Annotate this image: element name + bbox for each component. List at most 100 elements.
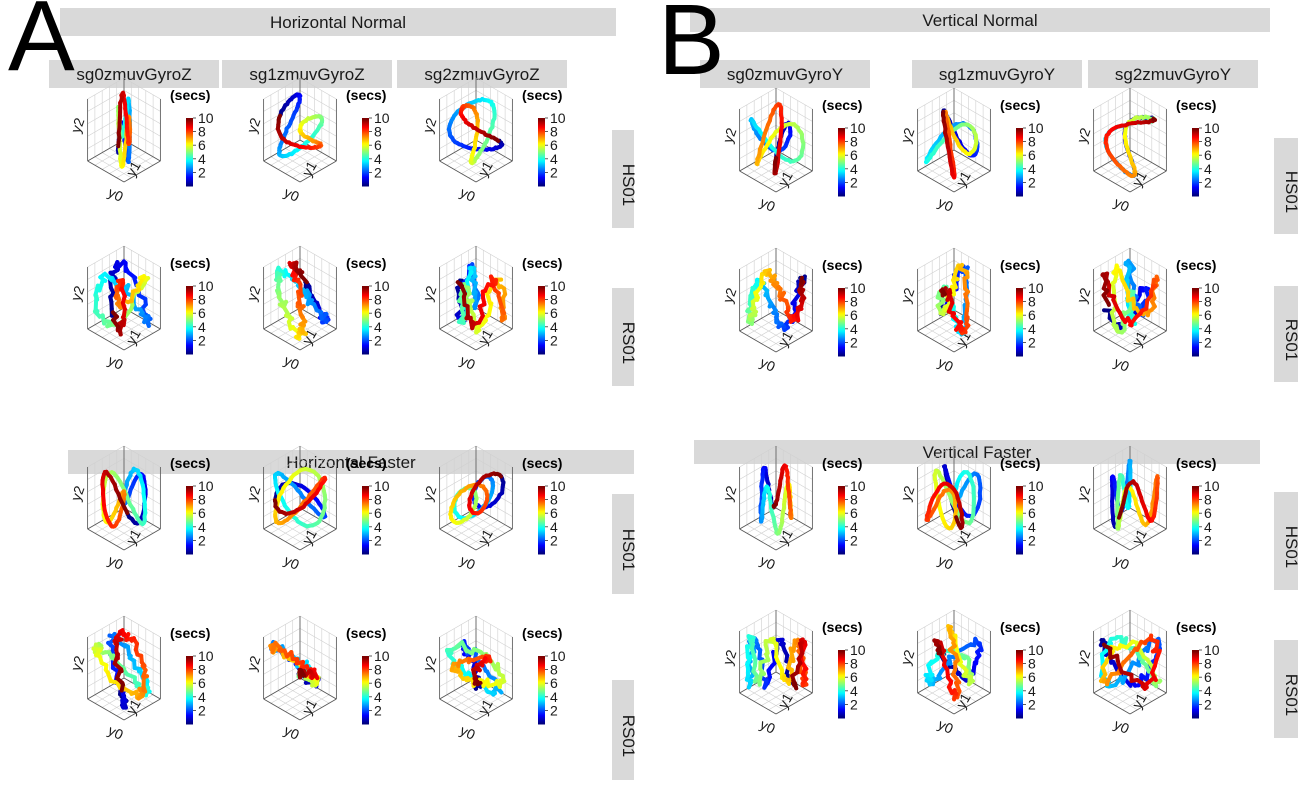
colorbar-swatch bbox=[538, 552, 545, 555]
colorbar-swatch bbox=[538, 708, 545, 711]
colorbar-swatch bbox=[838, 344, 845, 347]
colorbar-tick-label: 8 bbox=[1204, 134, 1212, 150]
trajectory-line bbox=[446, 97, 505, 166]
colorbar-swatch bbox=[838, 654, 845, 657]
colorbar-tick-label: 6 bbox=[374, 505, 382, 521]
colorbar-swatch bbox=[1016, 524, 1023, 527]
colorbar-swatch bbox=[362, 708, 369, 711]
colorbar-swatch bbox=[1192, 528, 1199, 531]
colorbar-swatch bbox=[186, 708, 193, 711]
colorbar-swatch bbox=[538, 656, 545, 659]
trajectory-segment bbox=[93, 293, 99, 312]
colorbar-swatch bbox=[362, 684, 369, 687]
colorbar-label: (secs) bbox=[822, 455, 862, 471]
colorbar-swatch bbox=[538, 536, 545, 539]
colorbar-swatch bbox=[1192, 340, 1199, 343]
colorbar-swatch bbox=[1192, 312, 1199, 315]
colorbar-swatch bbox=[1016, 548, 1023, 551]
colorbar-swatch bbox=[1192, 176, 1199, 179]
colorbar-tick-label: 10 bbox=[1028, 280, 1044, 296]
colorbar-tick-label: 6 bbox=[850, 307, 858, 323]
colorbar-label: (secs) bbox=[522, 455, 562, 471]
colorbar-swatch bbox=[538, 702, 545, 705]
colorbar-swatch bbox=[362, 336, 369, 339]
colorbar-swatch bbox=[838, 188, 845, 191]
colorbar-swatch bbox=[1016, 662, 1023, 665]
colorbar-swatch bbox=[186, 160, 193, 163]
colorbar-tick-label: 10 bbox=[198, 478, 214, 494]
colorbar-swatch bbox=[186, 716, 193, 719]
colorbar-swatch bbox=[538, 722, 545, 725]
colorbar-swatch bbox=[1016, 128, 1023, 131]
colorbar-swatch bbox=[1016, 294, 1023, 297]
colorbar-swatch bbox=[362, 178, 369, 181]
colorbar-swatch bbox=[186, 152, 193, 155]
trajectory-segment bbox=[1117, 511, 1123, 520]
colorbar-tick-label: 10 bbox=[1204, 280, 1220, 296]
colorbar-swatch bbox=[1192, 514, 1199, 517]
row-strip bbox=[612, 680, 634, 780]
colorbar-swatch bbox=[1192, 158, 1199, 161]
colorbar-swatch bbox=[1192, 338, 1199, 341]
colorbar-swatch bbox=[362, 302, 369, 305]
axis-label-y1: y1 bbox=[475, 696, 496, 717]
colorbar-swatch bbox=[1016, 140, 1023, 143]
colorbar-swatch bbox=[538, 508, 545, 511]
colorbar-swatch bbox=[538, 142, 545, 145]
colorbar-tick-label: 10 bbox=[1028, 478, 1044, 494]
colorbar-swatch bbox=[362, 136, 369, 139]
column-strip bbox=[700, 60, 870, 88]
colorbar-swatch bbox=[1192, 152, 1199, 155]
colorbar-tick-label: 4 bbox=[1204, 321, 1212, 337]
colorbar-swatch bbox=[538, 132, 545, 135]
axis-label-y2: y2 bbox=[1073, 125, 1093, 145]
colorbar-swatch bbox=[362, 176, 369, 179]
colorbar-swatch bbox=[186, 142, 193, 145]
colorbar-swatch bbox=[538, 686, 545, 689]
column-label: sg2zmuvGyroY bbox=[1115, 65, 1231, 84]
colorbar-swatch bbox=[362, 502, 369, 505]
axis-label-y2: y2 bbox=[243, 653, 263, 673]
colorbar-swatch bbox=[362, 292, 369, 295]
colorbar-swatch bbox=[186, 494, 193, 497]
colorbar-tick-label: 6 bbox=[550, 137, 558, 153]
colorbar-swatch bbox=[1192, 332, 1199, 335]
colorbar-swatch bbox=[538, 172, 545, 175]
colorbar-swatch bbox=[1016, 494, 1023, 497]
colorbar-swatch bbox=[186, 692, 193, 695]
colorbar-swatch bbox=[838, 156, 845, 159]
colorbar-swatch bbox=[838, 664, 845, 667]
colorbar-swatch bbox=[1192, 492, 1199, 495]
colorbar-swatch bbox=[362, 120, 369, 123]
colorbar-swatch bbox=[538, 306, 545, 309]
colorbar-swatch bbox=[362, 510, 369, 513]
colorbar-swatch bbox=[1192, 164, 1199, 167]
colorbar-swatch bbox=[362, 534, 369, 537]
trajectory-line bbox=[93, 259, 153, 337]
colorbar-swatch bbox=[186, 538, 193, 541]
axis-label-y1: y1 bbox=[475, 526, 496, 547]
colorbar-swatch bbox=[838, 696, 845, 699]
colorbar-swatch bbox=[362, 134, 369, 137]
colorbar-swatch bbox=[362, 514, 369, 517]
colorbar-swatch bbox=[1016, 710, 1023, 713]
axis-label-y0: y0 bbox=[458, 352, 478, 373]
colorbar-swatch bbox=[538, 160, 545, 163]
colorbar-swatch bbox=[1192, 290, 1199, 293]
colorbar-tick-label: 8 bbox=[550, 662, 558, 678]
axis-label-y0: y0 bbox=[106, 352, 126, 373]
colorbar-swatch bbox=[838, 708, 845, 711]
colorbar-swatch bbox=[538, 328, 545, 331]
colorbar-tick-label: 6 bbox=[198, 675, 206, 691]
colorbar-swatch bbox=[538, 130, 545, 133]
colorbar-swatch bbox=[1016, 174, 1023, 177]
